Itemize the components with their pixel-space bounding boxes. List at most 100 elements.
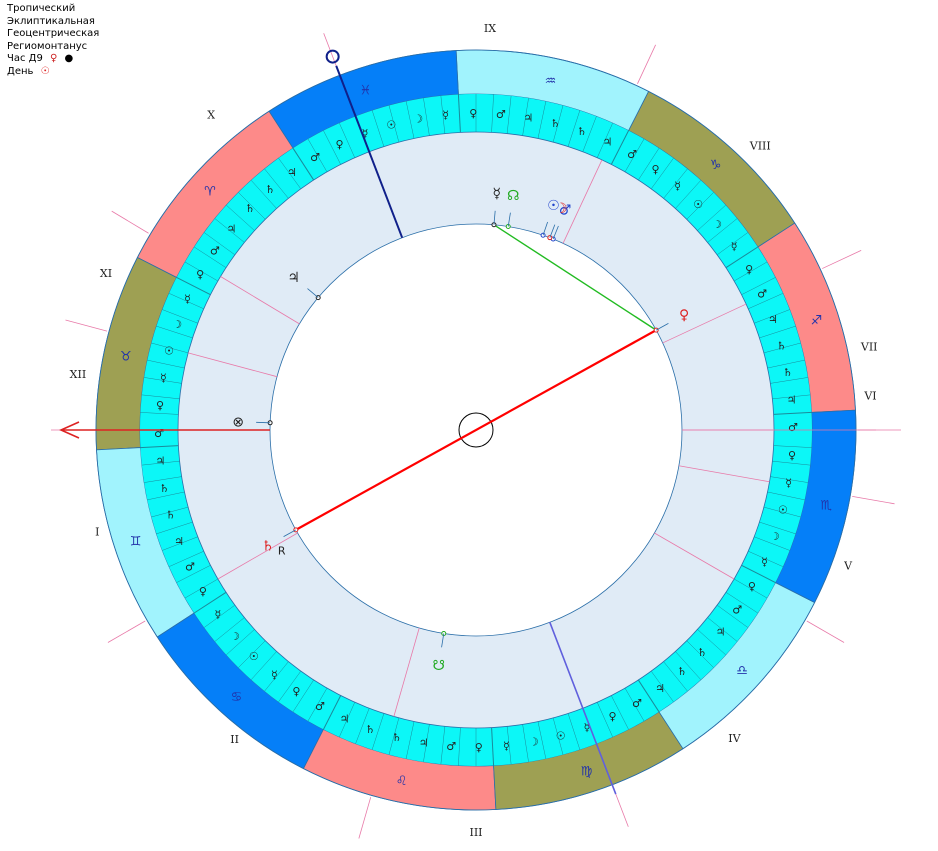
planet-tick [552, 225, 559, 240]
day-ruler: День ☉ [7, 66, 99, 79]
zodiac-type: Тропический [7, 3, 76, 14]
midheaven-line [335, 65, 404, 239]
decan-tick [250, 651, 277, 680]
decan-tick [140, 445, 179, 449]
term-ruler-icon: ♃ [174, 535, 184, 548]
decan-tick [355, 708, 370, 744]
house-cusp-8 [662, 303, 747, 344]
planet-tick [655, 322, 669, 331]
decan-tick [423, 98, 430, 136]
center-type: Геоцентрическая [7, 28, 100, 40]
term-ruler-icon: ♀ [748, 580, 756, 593]
term-ruler-icon: ♄ [777, 339, 787, 352]
decan-tick [707, 617, 738, 642]
decan-tick [238, 640, 266, 668]
decan-tick [754, 309, 790, 324]
decan-tick [650, 670, 674, 702]
sign-glyph-icon: ♒ [545, 74, 557, 89]
zodiac-sign-ring: ♐ ♑ ♒ ♓ ♈ ♉ ♊ ♋ ♌ ♍ ♎ ♏ [95, 49, 857, 811]
decan-tick [144, 377, 182, 384]
decan-tick [707, 218, 738, 243]
decan-tick [423, 724, 430, 762]
decan-tick [770, 476, 808, 483]
term-ruler-icon: ♀ [196, 268, 204, 281]
house-cusp-outer-5 [806, 620, 845, 643]
house-cusp-2 [217, 532, 298, 580]
decan-tick [767, 359, 805, 369]
house-label-3: III [469, 826, 482, 839]
house-label-8: VIII [749, 140, 771, 153]
term-ruler-icon: ☿ [160, 372, 167, 385]
decan-tick [725, 246, 759, 269]
decan-tick [440, 726, 446, 765]
term-ruler-icon: ☿ [362, 127, 369, 140]
decan-tick [204, 604, 236, 628]
sign-glyph-icon: ♈ [204, 184, 216, 199]
term-ruler-icon: ♂ [310, 151, 320, 164]
term-ruler-icon: ☿ [215, 608, 222, 621]
decan-tick [405, 721, 415, 759]
decan-tick [184, 261, 219, 282]
term-ruler-icon: ♄ [577, 125, 587, 138]
house-label-5: V [843, 559, 853, 572]
decan-tick [194, 246, 227, 268]
decan-tick [264, 661, 289, 692]
decan-tick [759, 521, 796, 535]
house-cusp-11 [220, 276, 300, 325]
day-label: День [7, 65, 34, 77]
day-marker-icon: ● [64, 53, 74, 65]
decan-tick [624, 687, 645, 722]
decan-tick [323, 695, 342, 730]
term-ruler-icon: ☽ [172, 318, 182, 331]
decan-tick [371, 713, 385, 750]
planet-glyph-icon: ♃ [287, 270, 300, 286]
term-ruler-icon: ♂ [446, 740, 456, 753]
sign-glyph-icon: ♎ [736, 664, 748, 679]
planet-glyph-icon: ☿ [492, 186, 501, 202]
decan-tick [323, 130, 341, 165]
aspect-lines [295, 224, 657, 531]
decan-tick [168, 293, 204, 310]
decan-tick [168, 550, 204, 567]
decan-tick [491, 94, 494, 133]
term-ruler-icon: ☿ [584, 721, 591, 734]
term-ruler-icon: ☽ [770, 530, 780, 543]
house-system: Региомонтанус [7, 40, 88, 52]
sign-glyph-icon: ♊ [130, 535, 142, 550]
decan-tick [184, 578, 219, 599]
decan-tick [307, 138, 328, 173]
decan-tick [650, 158, 674, 190]
house-label-2: II [230, 733, 239, 746]
term-ruler-icon: ☿ [731, 240, 738, 253]
term-ruler-icon: ♄ [365, 723, 375, 736]
decan-tick [741, 564, 776, 583]
decan-tick [522, 98, 529, 136]
decan-tick [763, 342, 801, 354]
planet-glyph-icon: ♀ [679, 308, 689, 324]
decan-tick [388, 717, 400, 755]
term-ruler-icon: ☉ [693, 198, 703, 211]
decan-tick [582, 116, 597, 152]
midheaven-icon [325, 49, 340, 64]
planet-glyph-icon: ☊ [507, 188, 519, 204]
term-ruler-icon: ☽ [230, 630, 240, 643]
decan-tick [759, 325, 796, 339]
decan-tick [716, 232, 748, 256]
sign-glyph-icon: ♓ [360, 84, 372, 99]
house-cusp-outer-8 [822, 250, 862, 269]
planet-tick [507, 212, 511, 227]
house-cusp-outer-11 [111, 210, 149, 234]
house-cusp-12 [188, 352, 278, 378]
decan-tick [214, 617, 245, 642]
decan-tick [767, 491, 805, 501]
decan-tick [567, 110, 581, 147]
term-ruler-icon: ♀ [469, 107, 477, 120]
coordinate-type: Эклиптикальная [7, 15, 95, 27]
decan-tick [697, 629, 726, 656]
decan-tick [226, 204, 255, 231]
term-ruler-icon: ☉ [249, 650, 259, 663]
term-ruler-icon: ☿ [442, 108, 449, 121]
planet-tick [441, 633, 445, 648]
